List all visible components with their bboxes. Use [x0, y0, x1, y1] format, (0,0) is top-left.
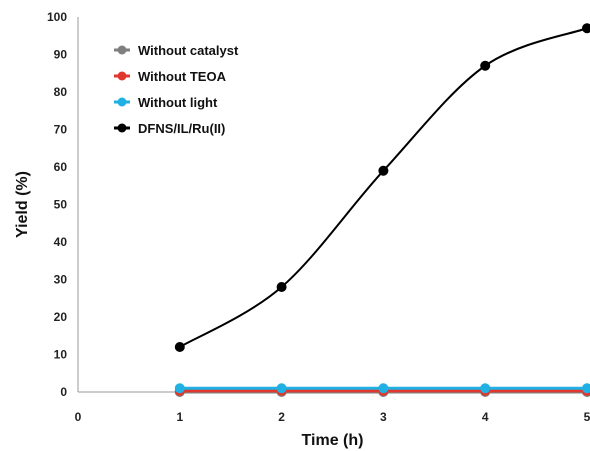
- legend-swatch-marker: [117, 71, 127, 81]
- data-point: [174, 342, 185, 352]
- y-tick-label: 50: [54, 198, 68, 212]
- data-point: [276, 383, 287, 394]
- data-point: [582, 23, 590, 34]
- data-point: [582, 383, 590, 394]
- y-tick-label: 80: [54, 85, 68, 99]
- y-tick-label: 30: [54, 273, 68, 287]
- x-tick-label: 5: [584, 410, 590, 424]
- data-point: [378, 383, 389, 394]
- legend-swatch-marker: [117, 45, 127, 55]
- legend-label: DFNS/IL/Ru(II): [138, 121, 225, 136]
- x-tick-label: 3: [380, 410, 387, 424]
- legend-swatch-marker: [117, 123, 127, 133]
- legend-label: Without catalyst: [138, 43, 239, 58]
- series-3: [174, 23, 590, 352]
- data-point: [276, 282, 287, 292]
- y-tick-labels: 0 10 20 30 40 50 60 70 80 90 100: [47, 10, 67, 399]
- y-tick-label: 0: [60, 385, 67, 399]
- y-axis-title: Yield (%): [14, 171, 31, 238]
- series-2: [174, 383, 590, 394]
- y-tick-label: 70: [54, 123, 68, 137]
- y-tick-label: 10: [54, 348, 68, 362]
- data-point: [174, 383, 185, 394]
- x-tick-label: 1: [176, 410, 183, 424]
- x-axis-title: Time (h): [302, 432, 364, 449]
- data-point: [378, 165, 389, 176]
- x-tick-label: 4: [482, 410, 489, 424]
- legend-label: Without light: [138, 95, 218, 110]
- legend-item: Without catalyst: [114, 43, 239, 58]
- data-point: [480, 60, 491, 71]
- series-line: [179, 27, 588, 348]
- x-tick-labels: 0 1 2 3 4 5: [75, 410, 590, 424]
- legend-item: DFNS/IL/Ru(II): [114, 121, 225, 136]
- x-tick-label: 0: [75, 410, 82, 424]
- legend-item: Without light: [114, 95, 218, 110]
- data-point: [480, 383, 491, 394]
- legend-swatch-marker: [117, 97, 127, 107]
- x-tick-label: 2: [278, 410, 285, 424]
- y-tick-label: 100: [47, 10, 67, 24]
- y-tick-label: 20: [54, 310, 68, 324]
- legend-label: Without TEOA: [138, 69, 227, 84]
- y-tick-label: 60: [54, 160, 68, 174]
- y-tick-label: 40: [54, 235, 68, 249]
- y-tick-label: 90: [54, 48, 68, 62]
- legend-item: Without TEOA: [114, 69, 227, 84]
- series-layer: [174, 23, 590, 397]
- legend: Without catalyst Without TEOA Without ligh…: [114, 43, 239, 136]
